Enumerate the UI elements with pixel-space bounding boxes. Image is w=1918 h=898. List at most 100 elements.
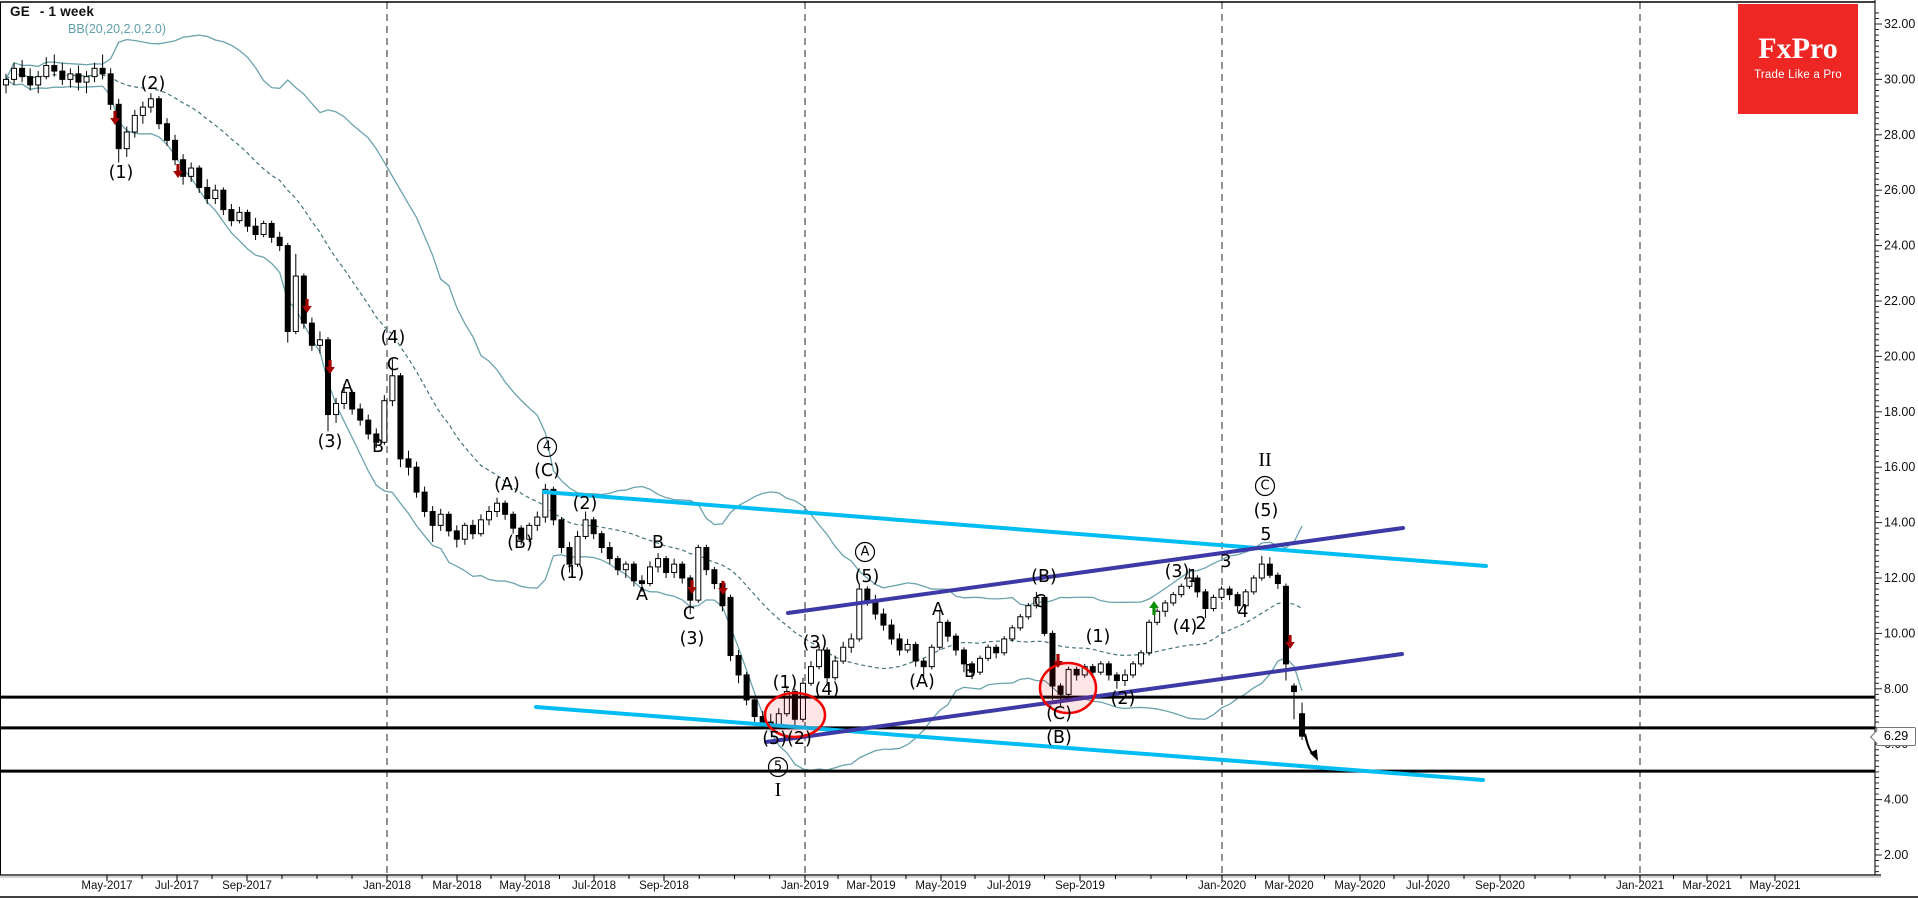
candle[interactable] — [83, 76, 90, 83]
wave-label[interactable]: (3) — [1165, 562, 1190, 582]
candle[interactable] — [252, 225, 259, 236]
wave-label[interactable]: (1) — [773, 673, 798, 693]
navy-upper-trendline[interactable] — [786, 526, 1405, 615]
candle[interactable] — [1210, 596, 1217, 609]
candle[interactable] — [920, 660, 927, 668]
candle[interactable] — [1226, 588, 1233, 596]
candle[interactable] — [27, 76, 34, 86]
candle[interactable] — [461, 524, 468, 540]
wave-label[interactable]: C — [683, 604, 695, 624]
candle[interactable] — [880, 613, 887, 626]
candle[interactable] — [99, 67, 106, 75]
wave-label[interactable]: (5) — [855, 567, 880, 587]
sell-signal-arrow[interactable] — [325, 360, 335, 374]
cyan-upper-trendline[interactable] — [542, 490, 1488, 568]
wave-label[interactable]: (1) — [560, 563, 585, 583]
candle[interactable] — [848, 638, 855, 648]
candle[interactable] — [308, 322, 315, 346]
candle[interactable] — [1162, 602, 1169, 612]
sell-signal-arrow[interactable] — [110, 111, 120, 125]
candle[interactable] — [220, 189, 227, 211]
projection-arrow-shaft[interactable] — [1303, 733, 1315, 755]
candle[interactable] — [622, 563, 629, 571]
candle[interactable] — [107, 73, 114, 105]
candle[interactable] — [453, 530, 460, 540]
candle[interactable] — [196, 167, 203, 188]
candle[interactable] — [1041, 596, 1048, 634]
candle[interactable] — [888, 624, 895, 640]
wave-label[interactable]: A — [341, 377, 353, 397]
candle[interactable] — [349, 391, 356, 410]
wave-label[interactable]: (1) — [109, 163, 134, 183]
candle[interactable] — [1001, 638, 1008, 654]
candle[interactable] — [397, 375, 404, 460]
candle[interactable] — [1194, 577, 1201, 593]
candle[interactable] — [928, 646, 935, 668]
candle[interactable] — [574, 535, 581, 565]
wave-label[interactable]: (4) — [815, 680, 840, 700]
candle[interactable] — [59, 70, 66, 80]
wave-label[interactable]: (2) — [573, 494, 598, 514]
candle[interactable] — [292, 275, 299, 332]
candle[interactable] — [1234, 594, 1241, 607]
candle[interactable] — [832, 660, 839, 679]
candle[interactable] — [502, 502, 509, 515]
wave-label[interactable]: 1 — [1187, 567, 1198, 587]
wave-label[interactable]: 5 — [774, 760, 782, 775]
candle[interactable] — [679, 563, 686, 579]
candle[interactable] — [735, 655, 742, 676]
candle[interactable] — [316, 339, 323, 346]
candle[interactable] — [421, 491, 428, 513]
candle[interactable] — [993, 646, 1000, 654]
candle[interactable] — [590, 519, 597, 535]
candle[interactable] — [268, 222, 275, 238]
wave-label[interactable]: (C) — [1046, 704, 1072, 724]
candle[interactable] — [228, 209, 235, 222]
wave-label[interactable]: 3 — [1220, 552, 1231, 572]
candle[interactable] — [1130, 663, 1136, 676]
wave-label[interactable]: A — [932, 600, 944, 620]
candle[interactable] — [357, 408, 364, 421]
candle[interactable] — [1065, 668, 1072, 695]
candle[interactable] — [864, 588, 871, 601]
candle[interactable] — [1049, 632, 1056, 687]
candle[interactable] — [204, 186, 211, 200]
sell-signal-arrow[interactable] — [1053, 654, 1063, 668]
candle[interactable] — [381, 400, 388, 443]
candle[interactable] — [1170, 594, 1177, 604]
candle[interactable] — [703, 547, 710, 571]
candle[interactable] — [244, 211, 251, 227]
wave-label[interactable]: (2) — [1111, 689, 1136, 709]
wave-label[interactable]: 4 — [1237, 602, 1248, 622]
candle[interactable] — [582, 519, 589, 537]
candle[interactable] — [341, 391, 348, 404]
candle[interactable] — [389, 375, 396, 402]
candle[interactable] — [743, 674, 750, 701]
candle[interactable] — [638, 580, 645, 585]
wave-label[interactable]: B — [652, 533, 664, 553]
candle[interactable] — [260, 222, 267, 236]
candle[interactable] — [542, 488, 549, 518]
highlight-ellipse[interactable] — [763, 691, 827, 739]
candle[interactable] — [35, 76, 42, 86]
wave-label[interactable]: (B) — [1031, 567, 1057, 587]
candle[interactable] — [1113, 674, 1120, 681]
candle[interactable] — [1138, 652, 1145, 665]
candle[interactable] — [1186, 577, 1193, 587]
candle[interactable] — [856, 588, 863, 640]
candle[interactable] — [1202, 591, 1209, 609]
candle[interactable] — [630, 563, 637, 582]
candle[interactable] — [469, 524, 476, 535]
candle[interactable] — [325, 339, 331, 416]
candle[interactable] — [606, 547, 613, 560]
candle[interactable] — [1146, 621, 1153, 654]
candle[interactable] — [695, 547, 702, 601]
candle[interactable] — [671, 563, 678, 573]
candle[interactable] — [147, 98, 154, 108]
wave-label[interactable]: I — [775, 779, 782, 801]
candle[interactable] — [477, 519, 484, 535]
candle[interactable] — [1025, 605, 1032, 618]
candle[interactable] — [437, 513, 444, 526]
candle[interactable] — [172, 139, 179, 161]
candle[interactable] — [373, 433, 380, 443]
